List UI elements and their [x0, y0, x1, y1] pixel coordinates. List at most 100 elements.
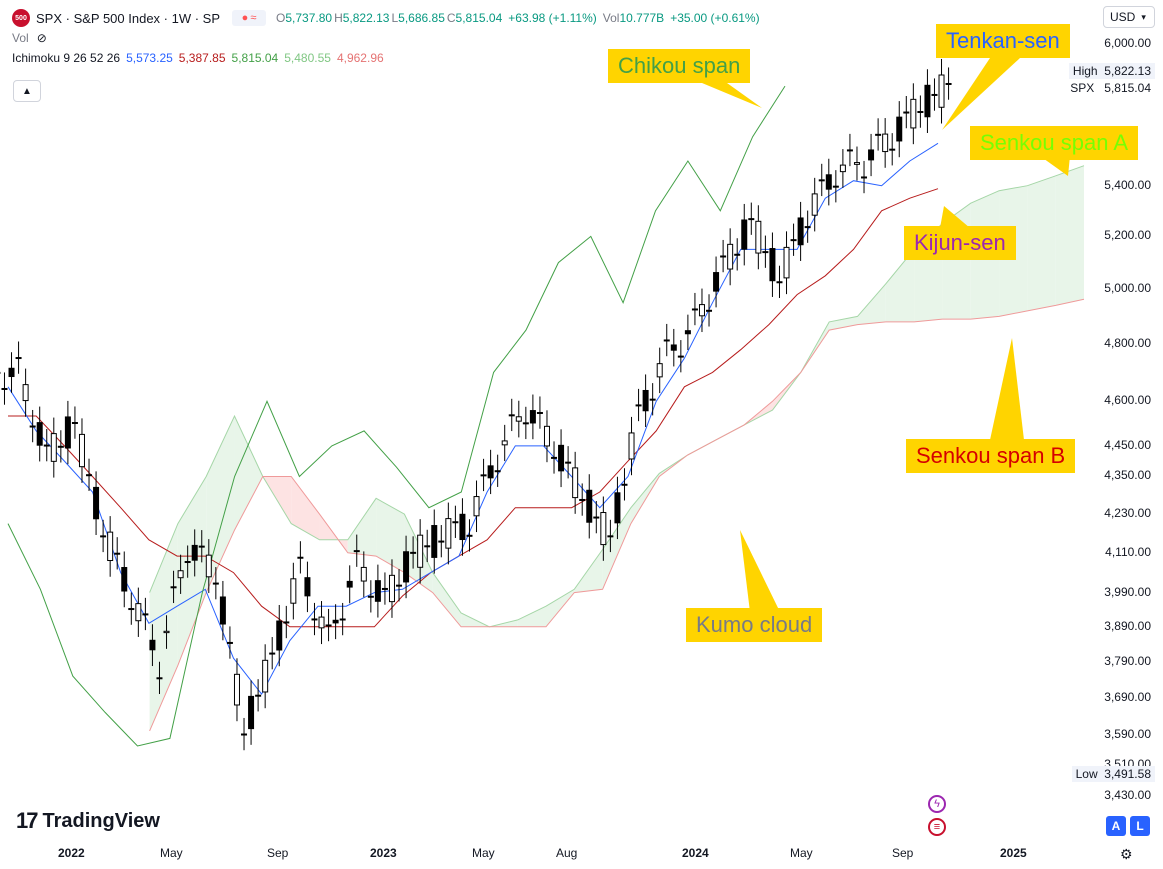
eye-off-icon[interactable]: ⊘ [36, 31, 47, 45]
candle-body [790, 239, 797, 242]
candle-body [522, 422, 529, 425]
candle-body [121, 567, 128, 592]
price-tick-label: 3,790.00 [1104, 653, 1151, 668]
candle-body [424, 545, 431, 548]
candle-body [748, 218, 755, 221]
candle-body [776, 281, 783, 284]
candle-body [86, 474, 93, 477]
ichimoku-label[interactable]: Ichimoku 9 26 52 26 [12, 51, 121, 65]
candle-body [882, 133, 889, 153]
candle-body [501, 440, 508, 446]
ichimoku-row: Ichimoku 9 26 52 26 5,573.25 5,387.85 5,… [12, 48, 762, 68]
candle-body [283, 621, 290, 624]
candle-body [149, 639, 156, 651]
us-flag-icon[interactable]: ≡ [928, 818, 946, 836]
close-label: C [446, 11, 456, 25]
candle-body [720, 255, 727, 258]
candle-body [381, 587, 388, 590]
candle-body [466, 534, 473, 537]
kijun-value: 5,387.85 [178, 51, 226, 65]
candle-body [332, 619, 339, 624]
price-tick-label: 3,690.00 [1104, 689, 1151, 704]
tradingview-logo[interactable]: 17 TradingView [16, 808, 160, 834]
price-tick-label: 3,590.00 [1104, 726, 1151, 741]
cloud-segment [829, 316, 858, 331]
price-tick-label: 3,430.00 [1104, 788, 1151, 802]
candle-body [734, 253, 741, 256]
candle-body [156, 677, 163, 680]
cloud-segment [206, 416, 235, 593]
candle-body [8, 367, 15, 378]
cloud-segment [1027, 175, 1056, 311]
time-tick-label: May [160, 846, 183, 860]
candle-body [558, 444, 565, 472]
compare-button[interactable]: ● ≈ [232, 10, 267, 26]
lightning-icon[interactable]: ϟ [928, 795, 946, 813]
candle-body [304, 577, 311, 597]
candle-body [360, 566, 367, 582]
high-tag: High 5,822.13 [1068, 63, 1155, 79]
candle-body [297, 556, 304, 559]
candle-body [839, 164, 846, 173]
candle-body [677, 355, 684, 358]
callout-arrows [690, 58, 1070, 612]
candle-body [670, 344, 677, 351]
candle-body [22, 384, 29, 402]
candle-body [255, 694, 262, 697]
callout-arrow [1040, 156, 1070, 176]
cloud-segment [347, 498, 377, 557]
candle-body [614, 492, 621, 524]
candle-body [417, 534, 424, 568]
candle-body [71, 422, 78, 425]
cloud-segment [376, 498, 405, 573]
candle-body [621, 483, 628, 486]
candle-body [889, 148, 896, 151]
candle-body [628, 432, 635, 460]
cloud-segment [319, 514, 348, 553]
candle-body [269, 652, 276, 655]
span-a-value: 5,480.55 [284, 51, 331, 65]
candle-body [367, 595, 374, 598]
vol-indicator-label[interactable]: Vol [12, 31, 29, 45]
candle-body [205, 554, 212, 578]
chikou-span-line [7, 85, 786, 747]
currency-selector[interactable]: USD ▾ [1103, 6, 1155, 28]
candle-body [529, 410, 536, 424]
span-b-value: 4,962.96 [336, 51, 384, 65]
candle-body [663, 339, 670, 342]
last-tag-label: SPX [1070, 81, 1095, 95]
candle-body [480, 474, 487, 477]
candle-body [78, 433, 85, 468]
candle-body [43, 444, 50, 447]
log-scale-button[interactable]: L [1130, 816, 1150, 836]
candle-body [494, 470, 501, 473]
collapse-legend-button[interactable]: ▲ [13, 80, 41, 102]
high-label: H [334, 11, 343, 25]
candle-body [226, 641, 233, 644]
time-tick-label: Sep [892, 846, 914, 860]
price-tick-label: 4,600.00 [1104, 393, 1151, 408]
candle-body [325, 624, 332, 627]
candle-body [191, 544, 198, 561]
candle-body [868, 149, 875, 161]
currency-label: USD [1110, 10, 1136, 24]
candle-body [290, 578, 297, 604]
auto-scale-button[interactable]: A [1106, 816, 1126, 836]
chikou-callout: Chikou span [608, 49, 751, 83]
candle-body [938, 74, 945, 108]
candle-body [565, 461, 572, 464]
candle-body [311, 618, 318, 621]
symbol-title[interactable]: SPX · S&P 500 Index · 1W · SP [36, 10, 221, 26]
callout-arrow [940, 206, 970, 228]
candle-body [755, 220, 762, 254]
cloud-segment [177, 476, 207, 666]
candle-body [572, 467, 579, 499]
gear-icon[interactable]: ⚙ [1120, 846, 1133, 862]
candle-body [1, 387, 8, 390]
high-value: 5,822.13 [342, 11, 390, 25]
candle-body [536, 411, 543, 414]
cloud-segment [1055, 165, 1084, 306]
price-tick-label: 4,110.00 [1105, 544, 1151, 559]
candle-body [57, 445, 64, 448]
